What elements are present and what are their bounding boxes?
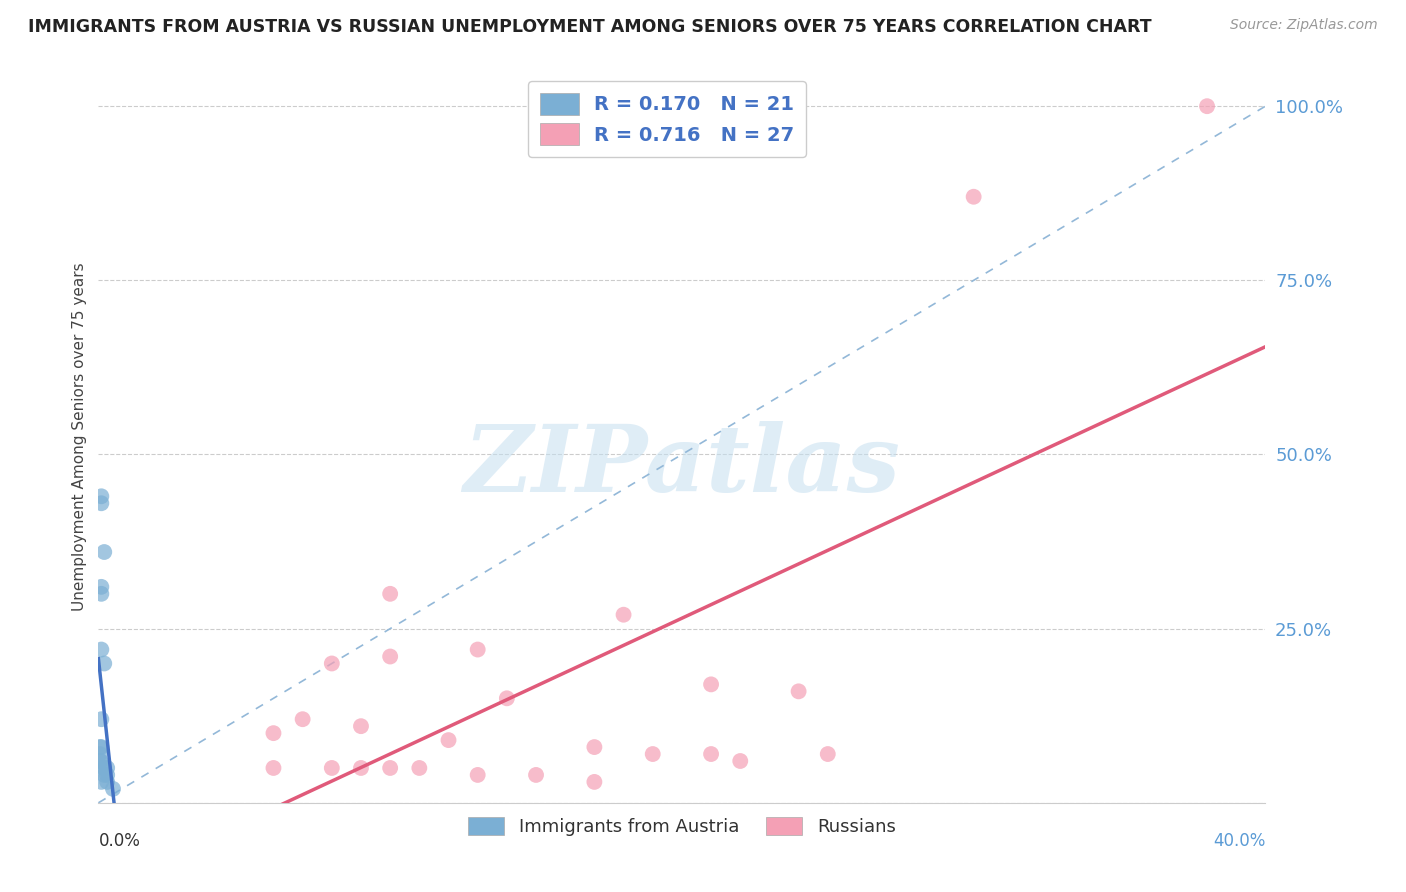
Y-axis label: Unemployment Among Seniors over 75 years: Unemployment Among Seniors over 75 years <box>72 263 87 611</box>
Point <box>101 781 124 796</box>
Text: 0.0%: 0.0% <box>98 832 141 850</box>
Point <box>408 761 430 775</box>
Point <box>524 768 547 782</box>
Point <box>89 747 111 761</box>
Point <box>90 740 112 755</box>
Point <box>321 761 343 775</box>
Point <box>467 642 489 657</box>
Text: ZIPatlas: ZIPatlas <box>464 421 900 511</box>
Text: 40.0%: 40.0% <box>1213 832 1265 850</box>
Point <box>90 580 112 594</box>
Point <box>96 775 118 789</box>
Point <box>380 649 402 664</box>
Point <box>91 761 114 775</box>
Point <box>1195 99 1218 113</box>
Point <box>262 726 284 740</box>
Point <box>90 587 112 601</box>
Point <box>467 768 489 782</box>
Point <box>89 740 111 755</box>
Point <box>583 775 606 789</box>
Point <box>93 761 115 775</box>
Legend: Immigrants from Austria, Russians: Immigrants from Austria, Russians <box>460 807 904 845</box>
Point <box>380 761 402 775</box>
Point <box>612 607 634 622</box>
Point <box>96 768 118 782</box>
Point <box>90 496 112 510</box>
Point <box>90 754 112 768</box>
Point <box>730 754 752 768</box>
Point <box>93 657 115 671</box>
Point <box>350 761 373 775</box>
Point <box>437 733 460 747</box>
Point <box>962 190 984 204</box>
Point <box>700 747 723 761</box>
Point <box>93 768 115 782</box>
Point <box>641 747 664 761</box>
Point <box>93 545 115 559</box>
Point <box>583 740 606 755</box>
Point <box>350 719 373 733</box>
Text: IMMIGRANTS FROM AUSTRIA VS RUSSIAN UNEMPLOYMENT AMONG SENIORS OVER 75 YEARS CORR: IMMIGRANTS FROM AUSTRIA VS RUSSIAN UNEMP… <box>28 18 1152 36</box>
Point <box>96 761 118 775</box>
Point <box>89 754 111 768</box>
Point <box>380 587 402 601</box>
Point <box>291 712 314 726</box>
Point <box>262 761 284 775</box>
Point <box>496 691 519 706</box>
Point <box>787 684 810 698</box>
Point <box>90 775 112 789</box>
Point <box>90 489 112 503</box>
Point <box>321 657 343 671</box>
Text: Source: ZipAtlas.com: Source: ZipAtlas.com <box>1230 18 1378 32</box>
Point <box>817 747 839 761</box>
Point <box>700 677 723 691</box>
Point <box>90 642 112 657</box>
Point <box>90 712 112 726</box>
